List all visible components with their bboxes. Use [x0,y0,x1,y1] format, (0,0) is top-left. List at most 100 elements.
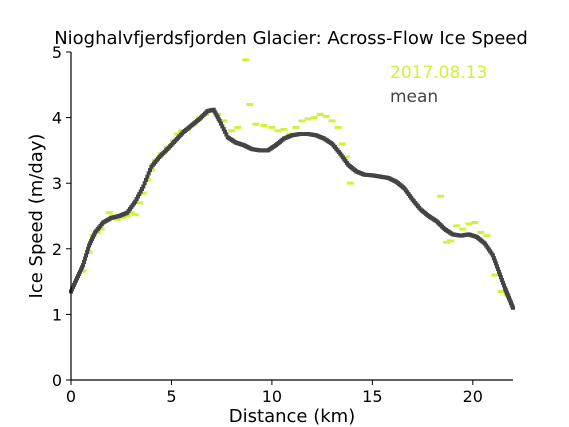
data-point-2017-08-13 [123,214,131,218]
y-tick-label: 4 [52,109,62,128]
data-point-2017-08-13 [471,221,479,225]
data-point-2017-08-13 [173,132,181,136]
data-point-mean [491,256,496,261]
data-point-2017-08-13 [234,125,242,129]
data-point-2017-08-13 [292,125,300,129]
data-point-2017-08-13 [252,122,260,126]
data-point-mean [511,305,515,310]
data-point-mean [139,186,144,191]
data-point-mean [219,121,224,126]
data-point-mean [76,274,81,279]
data-point-2017-08-13 [497,289,505,293]
data-point-mean [496,269,501,274]
data-point-mean [73,280,78,285]
data-point-mean [133,199,138,204]
data-point-2017-08-13 [85,250,93,254]
data-point-2017-08-13 [459,227,467,231]
x-tick-label: 10 [262,387,282,406]
data-point-mean [135,194,140,199]
data-point-2017-08-13 [220,119,228,123]
data-point-mean [83,256,88,261]
data-point-mean [223,129,228,134]
data-point-2017-08-13 [119,215,127,219]
data-point-2017-08-13 [135,201,143,205]
data-point-2017-08-13 [491,273,499,277]
data-point-2017-08-13 [443,240,451,244]
data-point-mean [86,246,91,251]
data-point-mean [78,269,83,274]
data-point-2017-08-13 [310,116,318,120]
x-axis-ticks: 0 5 10 15 20 [66,380,483,406]
data-point-mean [220,124,225,129]
data-point-mean [91,234,96,239]
data-point-2017-08-13 [97,227,105,231]
data-point-mean [137,192,142,197]
data-point-mean [493,261,498,266]
data-point-mean [80,265,85,270]
data-point-mean [498,275,503,280]
data-point-mean [74,278,79,283]
data-point-mean [70,287,75,292]
data-point-2017-08-13 [342,155,350,159]
data-point-2017-08-13 [334,125,342,129]
data-point-mean [492,258,497,263]
chart-title: Nioghalvfjerdsfjorden Glacier: Across-Fl… [54,28,528,49]
y-tick-label: 3 [52,174,62,193]
data-point-2017-08-13 [274,129,282,133]
x-tick-label: 15 [362,387,382,406]
data-point-mean [499,277,504,282]
chart-legend: 2017.08.13 mean [390,63,487,107]
x-tick-label: 0 [66,387,76,406]
data-point-mean [142,181,147,186]
data-point-2017-08-13 [447,239,455,243]
y-tick-label: 0 [52,371,62,390]
data-point-mean [92,232,97,237]
data-point-2017-08-13 [477,230,485,234]
data-point-mean [221,127,226,132]
plot-area [69,58,515,310]
data-point-2017-08-13 [298,119,306,123]
data-point-mean [90,236,95,241]
data-point-mean [144,177,149,182]
data-point-2017-08-13 [260,123,268,127]
data-point-mean [495,267,500,272]
data-point-2017-08-13 [131,213,139,217]
y-axis-label: Ice Speed (m/day) [26,134,47,299]
data-point-2017-08-13 [242,58,250,62]
data-point-mean [141,184,146,189]
data-point-mean [490,253,495,258]
y-tick-label: 1 [52,305,62,324]
data-point-2017-08-13 [304,117,312,121]
data-point-mean [89,239,94,244]
data-point-mean [77,271,82,276]
data-point-2017-08-13 [322,114,330,118]
data-point-2017-08-13 [346,181,354,185]
data-point-mean [82,259,87,264]
data-point-2017-08-13 [338,142,346,146]
data-point-mean [72,282,77,287]
data-point-2017-08-13 [139,191,147,195]
data-point-mean [81,263,86,268]
data-point-2017-08-13 [79,269,87,273]
data-point-mean [84,253,89,258]
data-point-mean [87,243,92,248]
data-point-mean [224,132,229,137]
x-tick-label: 20 [463,387,483,406]
data-point-2017-08-13 [328,119,336,123]
data-point-mean [146,171,151,176]
data-point-2017-08-13 [113,217,121,221]
data-point-mean [71,285,76,290]
legend-entry: mean [390,87,438,107]
x-axis-label: Distance (km) [229,406,355,427]
data-point-mean [501,283,506,288]
x-tick-label: 5 [166,387,176,406]
data-point-mean [134,197,139,202]
data-point-mean [500,280,505,285]
data-point-mean [148,168,153,173]
data-point-mean [88,241,93,246]
y-tick-label: 2 [52,240,62,259]
y-tick-label: 5 [52,43,62,62]
data-point-2017-08-13 [465,222,473,226]
